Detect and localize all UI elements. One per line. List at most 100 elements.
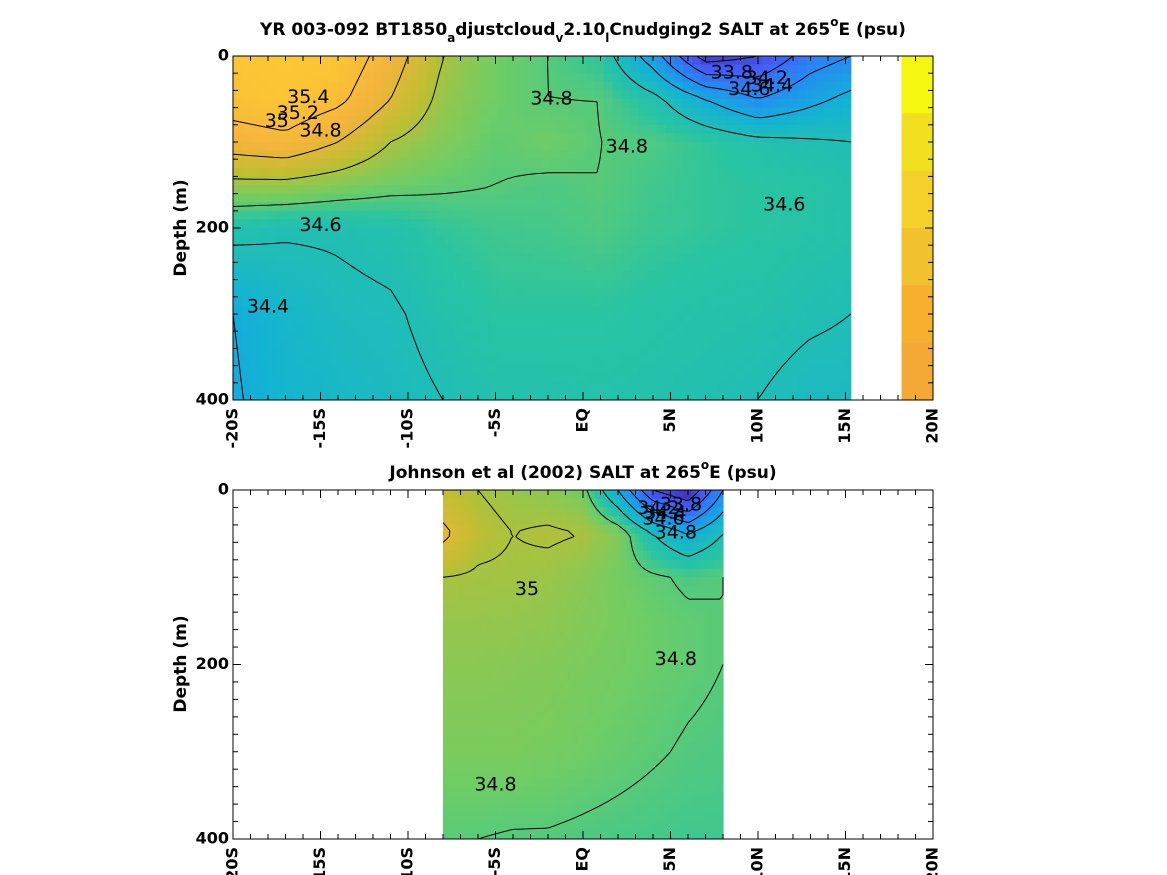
salinity-cell [700,296,711,306]
salinity-cell [665,193,675,203]
salinity-cell [841,228,852,238]
salinity-cell [515,81,525,91]
salinity-cell [391,167,402,177]
salinity-cell [499,559,504,570]
salinity-cell [535,516,540,526]
salinity-cell [541,314,552,324]
salinity-cell [797,99,808,109]
salinity-cell [515,638,520,648]
salinity-cell [603,99,614,109]
salinity-cell [630,185,640,195]
salinity-cell [595,533,600,543]
salinity-cell [541,322,552,332]
salinity-cell [571,708,576,718]
salinity-cell [418,322,428,332]
salinity-cell [447,603,452,613]
salinity-cell [753,348,764,358]
salinity-cell [383,305,393,315]
salinity-cell [268,331,278,341]
salinity-cell [627,734,632,744]
salinity-cell [459,516,464,526]
salinity-cell [683,603,688,613]
salinity-cell [635,612,640,622]
salinity-cell [383,81,393,91]
salinity-cell [595,664,600,674]
salinity-cell [594,365,605,375]
salinity-cell [488,150,499,160]
salinity-cell [674,322,684,332]
salinity-cell [771,142,781,152]
salinity-cell [665,357,675,367]
salinity-cell [515,673,520,683]
salinity-cell [691,185,702,195]
salinity-cell [833,142,843,152]
salinity-cell [551,603,556,613]
salinity-cell [497,305,508,315]
salinity-cell [806,357,817,367]
salinity-cell [515,348,525,358]
salinity-cell [515,245,525,255]
panel-top-side-column [901,56,933,401]
salinity-cell [294,150,305,160]
salinity-cell [409,279,419,289]
salinity-cell [718,107,728,117]
salinity-cell [683,620,688,631]
salinity-cell [771,124,781,134]
salinity-cell [480,150,490,160]
salinity-cell [483,620,488,631]
salinity-cell [691,262,702,272]
salinity-cell [806,167,817,177]
salinity-cell [659,594,664,605]
salinity-cell [647,107,658,117]
salinity-cell [506,348,516,358]
salinity-cell [703,533,708,543]
salinity-cell [241,56,252,66]
salinity-cell [841,202,852,212]
salinity-cell [365,142,375,152]
salinity-cell [659,577,664,587]
salinity-cell [599,699,604,709]
salinity-cell [663,524,668,535]
salinity-cell [594,374,605,384]
salinity-cell [824,202,834,212]
salinity-cell [559,681,564,692]
salinity-cell [533,305,543,315]
salinity-cell [559,228,569,238]
salinity-cell [268,202,278,212]
salinity-cell [736,202,746,212]
salinity-cell [515,228,525,238]
salinity-cell [603,374,614,384]
salinity-cell [607,577,612,587]
salinity-cell [519,490,524,500]
salinity-cell [285,219,296,229]
salinity-cell [824,73,834,83]
salinity-cell [607,725,612,735]
salinity-cell [841,348,852,358]
salinity-cell [619,542,624,552]
salinity-cell [523,734,528,744]
salinity-cell [707,620,712,631]
contour-label: 33.8 [711,62,753,84]
salinity-cell [555,585,560,596]
salinity-cell [568,236,578,246]
salinity-cell [643,498,648,509]
salinity-cell [241,193,252,203]
salinity-cell [683,507,688,517]
salinity-cell [541,374,552,384]
salinity-cell [583,638,588,648]
salinity-cell [233,90,243,100]
salinity-cell [603,64,614,74]
salinity-cell [691,176,702,186]
salinity-cell [815,365,825,375]
salinity-cell [527,577,532,587]
salinity-cell [330,288,340,298]
salinity-cell [575,734,580,744]
salinity-cell [699,542,704,552]
salinity-cell [663,516,668,526]
salinity-cell [700,322,711,332]
salinity-cell [659,690,664,700]
salinity-cell [695,542,700,552]
salinity-cell [656,296,667,306]
salinity-cell [511,585,516,596]
salinity-cell [294,288,305,298]
